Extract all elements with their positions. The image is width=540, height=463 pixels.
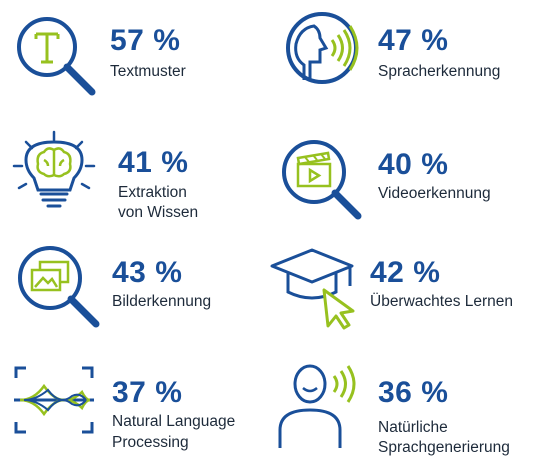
category-label: Überwachtes Lernen (370, 293, 514, 310)
category-label: Spracherkennung (378, 63, 501, 80)
image-magnifier-icon (18, 246, 100, 328)
text-magnifier-icon (17, 17, 96, 96)
category-label-line1: Natürliche (378, 419, 448, 436)
category-label-line2: Processing (112, 434, 189, 451)
brain-lightbulb-icon (12, 130, 96, 208)
person-speaking-icon (278, 364, 356, 448)
speaking-head-icon (286, 12, 359, 84)
category-label: Bilderkennung (112, 293, 212, 310)
percent-value: 41 % (118, 146, 189, 179)
percent-value: 42 % (370, 256, 441, 289)
percent-value: 37 % (112, 376, 183, 409)
percent-value: 36 % (378, 376, 449, 409)
percent-value: 57 % (110, 24, 181, 57)
category-label-line2: von Wissen (118, 204, 199, 221)
video-magnifier-icon (282, 140, 362, 220)
percent-value: 43 % (112, 256, 183, 289)
percent-value: 47 % (378, 24, 449, 57)
percent-value: 40 % (378, 148, 449, 181)
category-label: Textmuster (110, 63, 186, 80)
waveform-frame-icon (14, 366, 94, 434)
category-label-line2: Sprachgenerierung (378, 439, 510, 456)
category-label-line1: Natural Language (112, 413, 236, 430)
graduation-cap-cursor-icon (270, 248, 355, 330)
category-label: Videoerkennung (378, 185, 491, 202)
category-label-line1: Extraktion (118, 184, 187, 201)
